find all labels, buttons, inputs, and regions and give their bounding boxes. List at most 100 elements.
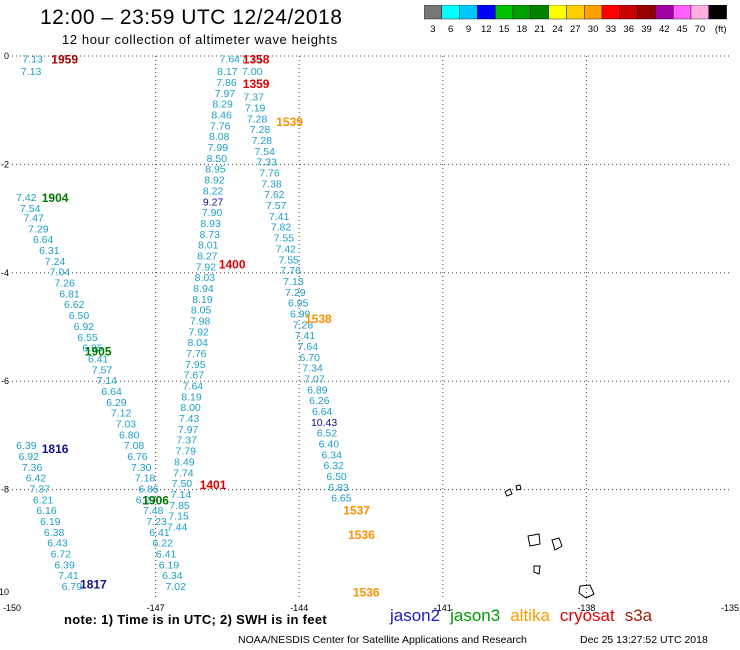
y-tick-label: -8 xyxy=(1,485,9,495)
wave-height-value: 6.40 xyxy=(319,439,340,451)
wave-height-value: 6.31 xyxy=(39,245,60,257)
wave-height-value: 8.05 xyxy=(191,305,212,317)
wave-height-value: 6.41 xyxy=(149,527,170,539)
wave-height-value: 7.85 xyxy=(169,500,190,512)
wave-height-value: 7.19 xyxy=(245,102,266,114)
wave-height-value: 6.89 xyxy=(307,384,328,396)
wave-height-value: 6.29 xyxy=(106,397,127,409)
wave-height-value: 7.64 xyxy=(220,54,241,66)
wave-height-value: 6.65 xyxy=(331,493,352,505)
wave-height-value: 7.50 xyxy=(172,478,193,490)
wave-height-value: 7.54 xyxy=(20,203,41,215)
wave-height-value: 6.43 xyxy=(47,538,68,550)
x-tick-label: -138 xyxy=(577,603,595,613)
wave-height-value: 7.86 xyxy=(216,77,237,89)
x-tick-label: -150 xyxy=(3,603,21,613)
island-outline xyxy=(515,484,522,491)
wave-height-value: 6.80 xyxy=(119,429,140,441)
satellite-name: jason3 xyxy=(450,606,501,625)
wave-height-value: 7.14 xyxy=(97,375,118,387)
wave-height-value: 8.01 xyxy=(198,240,219,252)
wave-height-value: 7.92 xyxy=(188,326,209,338)
wave-height-value: 7.90 xyxy=(202,207,223,219)
wave-height-value: 7.29 xyxy=(285,287,306,299)
wave-height-value: 8.19 xyxy=(192,294,213,306)
wave-height-value: 6.26 xyxy=(309,395,330,407)
x-tick-label: -141 xyxy=(434,603,452,613)
pass-time-label: 1959 xyxy=(51,53,78,67)
wave-height-value: 7.41 xyxy=(58,570,79,582)
wave-height-value: 6.55 xyxy=(77,332,98,344)
wave-height-value: 6.81 xyxy=(59,288,80,300)
pass-time-label: 1401 xyxy=(200,478,227,492)
wave-height-value: 6.39 xyxy=(16,440,37,452)
wave-height-value: 6.41 xyxy=(156,549,177,561)
wave-height-value: 6.92 xyxy=(74,321,95,333)
scale-label: 6 xyxy=(448,24,453,35)
y-tick-label: -4 xyxy=(1,268,9,278)
wave-height-value: 7.76 xyxy=(210,120,231,132)
wave-height-value: 8.19 xyxy=(181,391,202,403)
y-tick-label: -10 xyxy=(0,587,9,597)
credit-line: NOAA/NESDIS Center for Satellite Applica… xyxy=(238,634,708,646)
wave-height-value: 6.95 xyxy=(288,298,309,310)
chart-subtitle: 12 hour collection of altimeter wave hei… xyxy=(62,32,338,47)
wave-height-value: 7.28 xyxy=(252,135,273,147)
scale-label: 3 xyxy=(430,24,435,35)
island-outline xyxy=(551,537,563,551)
pass-time-label: 1359 xyxy=(243,77,270,91)
credit-text: NOAA/NESDIS Center for Satellite Applica… xyxy=(238,634,527,646)
wave-height-value: 6.52 xyxy=(317,428,338,440)
satellite-legend: jason2 jason3 altika cryosat s3a xyxy=(390,606,662,626)
pass-time-label: 1817 xyxy=(80,577,107,591)
wave-height-value: 8.49 xyxy=(174,456,195,468)
wave-height-value: 6.34 xyxy=(162,570,183,582)
y-tick-label: -6 xyxy=(1,376,9,386)
pass-time-label: 1536 xyxy=(348,528,375,542)
wave-height-value: 6.79 xyxy=(62,581,83,593)
wave-height-value: 6.16 xyxy=(36,505,57,517)
wave-height-value: 7.29 xyxy=(28,223,49,235)
wave-height-value: 7.28 xyxy=(250,124,271,136)
wave-height-value: 7.28 xyxy=(247,113,268,125)
wave-height-value: 7.28 xyxy=(293,319,314,331)
wave-height-value: 6.38 xyxy=(44,527,65,539)
wave-height-value: 6.27 xyxy=(136,494,157,506)
wave-height-value: 7.15 xyxy=(168,511,189,523)
wave-height-value: 7.48 xyxy=(143,505,164,517)
wave-height-value: 6.70 xyxy=(300,352,321,364)
wave-height-value: 7.64 xyxy=(298,341,319,353)
scale-label: 45 xyxy=(677,24,688,35)
scale-label: (ft) xyxy=(715,24,727,35)
wave-height-value: 6.22 xyxy=(153,538,174,550)
wave-height-value: 7.92 xyxy=(196,261,217,273)
wave-height-value: 6.50 xyxy=(69,310,90,322)
wave-height-value: 7.24 xyxy=(45,256,66,268)
scale-label: 24 xyxy=(552,24,563,35)
wave-height-value: 7.13 xyxy=(241,54,262,66)
wave-height-value: 6.32 xyxy=(323,460,344,472)
y-tick-label: -2 xyxy=(1,159,9,169)
wave-height-value: 7.04 xyxy=(50,267,71,279)
x-tick-label: -147 xyxy=(147,603,165,613)
wave-height-value: 6.64 xyxy=(312,406,333,418)
wave-height-value: 7.23 xyxy=(146,516,167,528)
wave-height-value: 7.37 xyxy=(244,92,265,104)
wave-height-value: 6.39 xyxy=(54,559,75,571)
generated-timestamp: Dec 25 13:27:52 UTC 2018 xyxy=(580,634,708,646)
wave-height-value: 7.07 xyxy=(304,373,325,385)
scale-label: 15 xyxy=(499,24,510,35)
wave-height-value: 6.19 xyxy=(159,559,180,571)
wave-height-value: 7.74 xyxy=(173,467,194,479)
wave-height-value: 7.37 xyxy=(176,435,197,447)
wave-height-value: 7.67 xyxy=(184,370,205,382)
wave-height-value: 7.82 xyxy=(271,222,292,234)
scale-label: 39 xyxy=(641,24,652,35)
wave-height-value: 7.02 xyxy=(165,581,186,593)
wave-height-value: 7.95 xyxy=(185,359,206,371)
wave-height-value: 8.17 xyxy=(217,66,238,78)
scale-label: 12 xyxy=(481,24,492,35)
wave-height-value: 7.42 xyxy=(276,243,297,255)
wave-height-value: 6.83 xyxy=(328,482,349,494)
scale-label: 21 xyxy=(534,24,545,35)
